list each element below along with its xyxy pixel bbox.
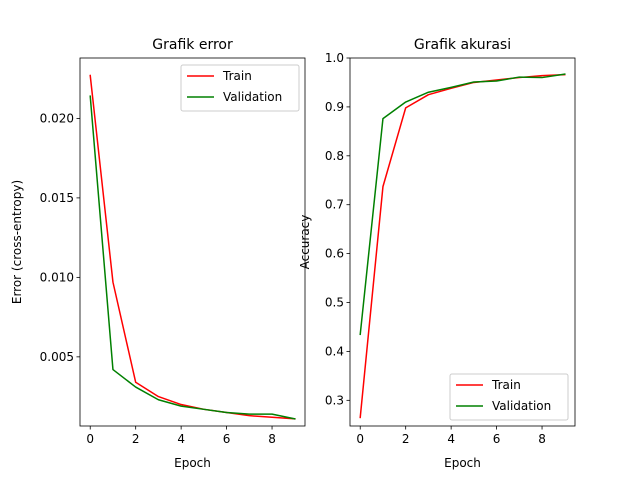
x-tick-label: 2 — [132, 432, 140, 446]
y-tick-label: 0.7 — [325, 198, 344, 212]
chart-title: Grafik error — [152, 37, 233, 53]
y-tick-label: 0.3 — [325, 393, 344, 407]
legend-label-train: Train — [491, 378, 521, 392]
legend-label-train: Train — [222, 69, 252, 83]
x-tick-label: 6 — [493, 432, 501, 446]
y-tick-label: 0.010 — [40, 270, 74, 284]
x-tick-label: 0 — [86, 432, 94, 446]
y-axis-label: Error (cross-entropy) — [10, 180, 24, 304]
x-axis-label: Epoch — [444, 456, 481, 470]
x-tick-label: 4 — [177, 432, 185, 446]
plot-frame — [79, 57, 306, 427]
chart-2: 0 2 4 6 8 0.3 0.4 0.5 0.6 0.7 0.8 0.9 1.0 Grafik akur… — [298, 37, 576, 470]
legend-label-validation: Validation — [223, 90, 282, 104]
legend-label-validation: Validation — [492, 399, 551, 413]
x-tick-label: 4 — [447, 432, 455, 446]
x-tick-label: 8 — [268, 432, 276, 446]
legend: Train Validation — [449, 373, 569, 421]
y-tick-label: 0.5 — [325, 296, 344, 310]
x-tick-label: 2 — [402, 432, 410, 446]
y-tick-label: 0.8 — [325, 149, 344, 163]
y-tick-label: 0.4 — [325, 344, 344, 358]
chart-title: Grafik akurasi — [414, 37, 511, 53]
x-tick-label: 6 — [223, 432, 231, 446]
x-tick-label: 0 — [356, 432, 364, 446]
y-tick-label: 0.9 — [325, 100, 344, 114]
x-tick-label: 8 — [538, 432, 546, 446]
y-tick-label: 0.6 — [325, 247, 344, 261]
plot-frame — [349, 57, 576, 427]
y-axis-label: Accuracy — [298, 215, 312, 270]
series-line-validation — [359, 73, 566, 336]
series-line-train — [359, 73, 566, 419]
y-tick-label: 0.015 — [40, 191, 74, 205]
series-line-validation — [89, 95, 296, 420]
chart-1: 0 2 4 6 8 0.005 0.010 0.015 0.020 Grafik error Epo… — [10, 37, 306, 470]
x-axis-label: Epoch — [174, 456, 211, 470]
y-tick-label: 0.005 — [40, 350, 74, 364]
y-tick-label: 0.020 — [40, 111, 74, 125]
legend: Train Validation — [180, 64, 300, 112]
series-line-train — [89, 74, 296, 420]
y-tick-label: 1.0 — [325, 51, 344, 65]
